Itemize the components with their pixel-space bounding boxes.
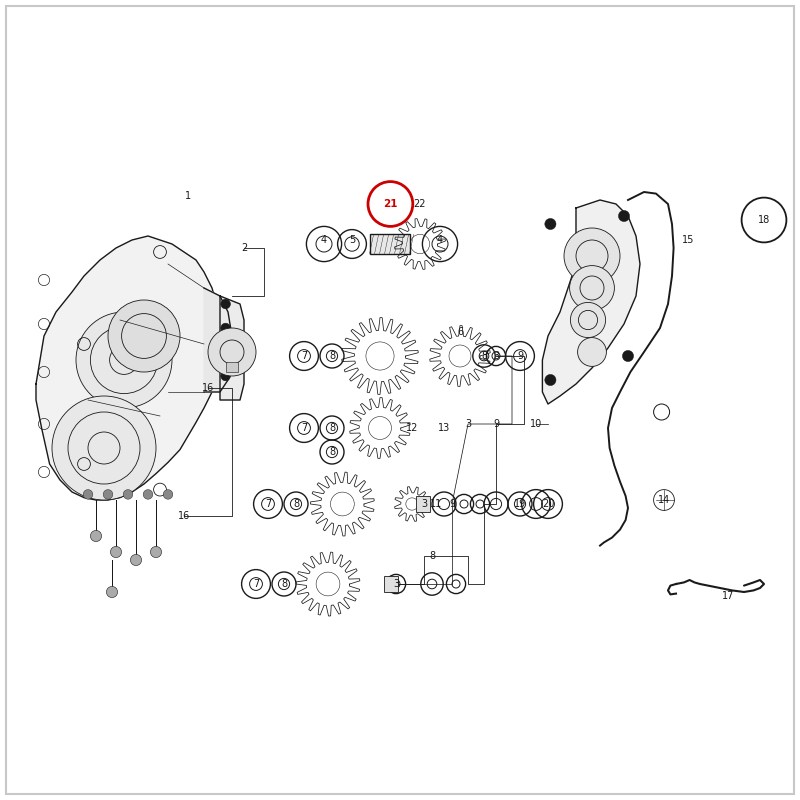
Polygon shape: [204, 288, 232, 392]
Circle shape: [76, 312, 172, 408]
Text: 8: 8: [293, 499, 299, 509]
Text: 4: 4: [321, 235, 327, 245]
Text: 5: 5: [349, 235, 355, 245]
Text: 9: 9: [517, 351, 523, 361]
Text: 3: 3: [393, 579, 399, 589]
Text: 21: 21: [383, 199, 398, 209]
Text: 7: 7: [253, 579, 259, 589]
Text: 22: 22: [414, 199, 426, 209]
Circle shape: [108, 300, 180, 372]
Text: 9: 9: [449, 499, 455, 509]
Circle shape: [52, 396, 156, 500]
Text: 17: 17: [722, 591, 734, 601]
Text: 20: 20: [542, 499, 554, 509]
Bar: [384, 576, 398, 592]
Circle shape: [221, 347, 230, 357]
Polygon shape: [542, 200, 640, 404]
Circle shape: [570, 302, 606, 338]
Text: 7: 7: [301, 351, 307, 361]
Text: 14: 14: [658, 495, 670, 505]
Circle shape: [545, 374, 556, 386]
Polygon shape: [36, 236, 220, 500]
Bar: [226, 362, 238, 372]
Text: 15: 15: [682, 235, 694, 245]
Text: 3: 3: [421, 499, 427, 509]
Circle shape: [618, 210, 630, 222]
Text: 4: 4: [437, 235, 443, 245]
Circle shape: [143, 490, 153, 499]
FancyBboxPatch shape: [6, 6, 794, 794]
Circle shape: [130, 554, 142, 566]
Text: 3: 3: [465, 419, 471, 429]
Text: 11: 11: [430, 499, 442, 509]
Text: 16: 16: [178, 511, 190, 521]
Text: 10: 10: [530, 419, 542, 429]
Circle shape: [578, 338, 606, 366]
Text: 8: 8: [329, 423, 335, 433]
Bar: [370, 234, 410, 254]
Text: 19: 19: [514, 499, 526, 509]
Circle shape: [622, 350, 634, 362]
Text: 7: 7: [265, 499, 271, 509]
Circle shape: [221, 323, 230, 333]
Text: 1: 1: [185, 191, 191, 201]
Text: 8: 8: [329, 447, 335, 457]
Circle shape: [106, 586, 118, 598]
Circle shape: [163, 490, 173, 499]
Text: 7: 7: [301, 423, 307, 433]
Circle shape: [83, 490, 93, 499]
Text: 8: 8: [429, 551, 435, 561]
Text: 8: 8: [329, 351, 335, 361]
Text: 18: 18: [758, 215, 770, 225]
Text: 8: 8: [481, 351, 487, 361]
Circle shape: [221, 371, 230, 381]
Circle shape: [103, 490, 113, 499]
Circle shape: [545, 218, 556, 230]
Text: 2: 2: [241, 243, 247, 253]
Circle shape: [570, 266, 614, 310]
Text: 6: 6: [457, 327, 463, 337]
Circle shape: [110, 546, 122, 558]
Text: 8: 8: [281, 579, 287, 589]
Circle shape: [123, 490, 133, 499]
Text: 13: 13: [438, 423, 450, 433]
Text: 9: 9: [493, 419, 499, 429]
Circle shape: [564, 228, 620, 284]
Circle shape: [150, 546, 162, 558]
Circle shape: [208, 328, 256, 376]
Text: 12: 12: [406, 423, 418, 433]
Polygon shape: [220, 296, 244, 400]
Bar: [416, 496, 430, 512]
Text: 3: 3: [493, 351, 499, 361]
Text: 16: 16: [202, 383, 214, 393]
Circle shape: [221, 299, 230, 309]
Circle shape: [90, 530, 102, 542]
